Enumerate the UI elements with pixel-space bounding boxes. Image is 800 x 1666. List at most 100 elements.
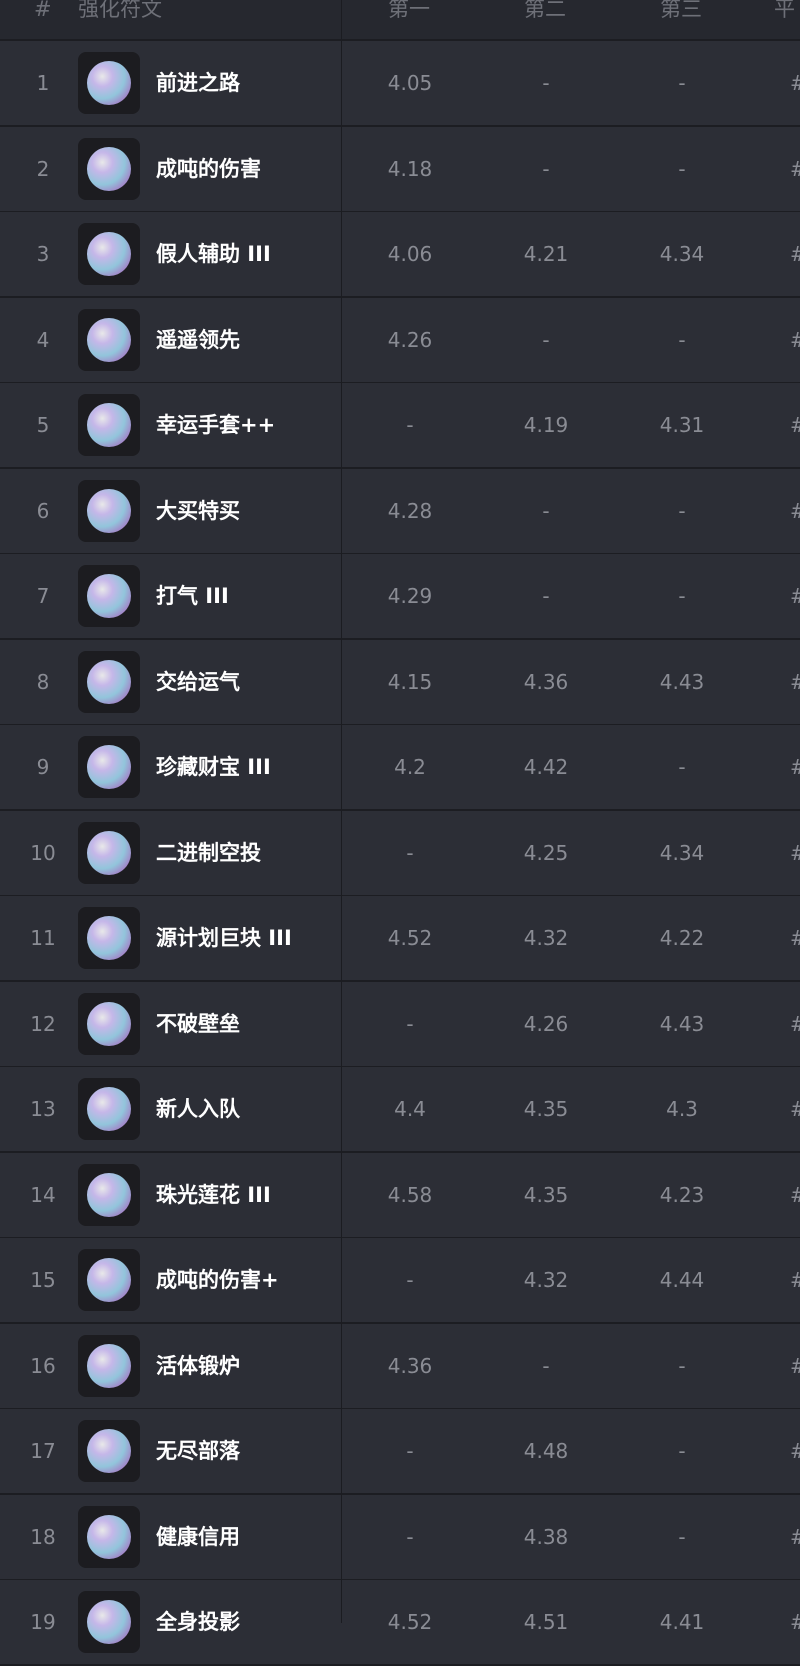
first-cell: - — [406, 413, 414, 437]
third-cell: 4.22 — [659, 926, 705, 950]
table-row[interactable]: 9 珍藏财宝 III 4.2 4.42 - # — [0, 725, 800, 811]
avg-cell: # — [790, 1067, 800, 1151]
rune-name: 新人入队 — [156, 1097, 240, 1121]
rune-icon — [78, 1163, 140, 1226]
table-row[interactable]: 2 成吨的伤害 4.18 - - # — [0, 126, 800, 213]
rune-icon — [78, 223, 140, 285]
rune-icon — [78, 1505, 140, 1568]
first-cell: 4.18 — [387, 156, 433, 181]
header-rune[interactable]: 强化符文 — [78, 0, 162, 21]
rune-name: 二进制空投 — [156, 840, 261, 865]
rank-cell: 16 — [30, 1353, 56, 1378]
rune-name: 活体锻炉 — [156, 1353, 240, 1378]
rank-cell: 9 — [36, 755, 50, 779]
table-row[interactable]: 11 源计划巨块 III 4.52 4.32 4.22 # — [0, 896, 800, 982]
table-row[interactable]: 5 幸运手套++ - 4.19 4.31 # — [0, 383, 800, 469]
avg-cell: # — [790, 811, 800, 895]
second-cell: 4.21 — [523, 242, 569, 266]
third-cell: - — [678, 71, 686, 95]
first-cell: 4.06 — [387, 242, 433, 266]
avg-cell: # — [790, 41, 800, 125]
rank-cell: 11 — [30, 926, 56, 950]
rune-icon — [78, 1249, 140, 1311]
third-cell: - — [678, 498, 686, 523]
rank-cell: 7 — [36, 584, 50, 608]
second-cell: - — [542, 327, 550, 352]
rune-icon — [78, 1078, 140, 1140]
third-cell: 4.34 — [659, 242, 705, 266]
rune-name: 交给运气 — [156, 669, 240, 694]
first-cell: 4.36 — [387, 1353, 433, 1378]
table-row[interactable]: 13 新人入队 4.4 4.35 4.3 # — [0, 1067, 800, 1153]
first-cell: - — [406, 1268, 414, 1292]
rune-name: 假人辅助 III — [156, 242, 271, 266]
rune-icon — [78, 1591, 140, 1653]
rank-cell: 12 — [30, 1011, 56, 1036]
second-cell: 4.48 — [523, 1439, 569, 1463]
rank-cell: 10 — [30, 840, 56, 865]
table-row[interactable]: 3 假人辅助 III 4.06 4.21 4.34 # — [0, 212, 800, 298]
header-second[interactable]: 第二 — [524, 0, 566, 21]
table-row[interactable]: 10 二进制空投 - 4.25 4.34 # — [0, 810, 800, 897]
table-row[interactable]: 4 遥遥领先 4.26 - - # — [0, 297, 800, 384]
avg-cell: # — [790, 554, 800, 638]
first-cell: 4.58 — [387, 1182, 433, 1207]
rune-name: 幸运手套++ — [156, 413, 276, 437]
third-cell: - — [678, 327, 686, 352]
rune-icon — [78, 992, 140, 1055]
header-first[interactable]: 第一 — [388, 0, 430, 21]
rune-name: 成吨的伤害 — [156, 156, 261, 181]
third-cell: - — [678, 1524, 686, 1549]
table-row[interactable]: 6 大买特买 4.28 - - # — [0, 468, 800, 555]
avg-cell: # — [790, 469, 800, 553]
second-cell: 4.42 — [523, 755, 569, 779]
rune-icon — [78, 394, 140, 456]
first-cell: 4.4 — [394, 1097, 426, 1121]
third-cell: 4.3 — [666, 1097, 698, 1121]
rune-icon — [78, 821, 140, 884]
rune-name: 源计划巨块 III — [156, 926, 292, 950]
table-row[interactable]: 8 交给运气 4.15 4.36 4.43 # — [0, 639, 800, 726]
third-cell: 4.43 — [659, 669, 705, 694]
first-cell: 4.29 — [387, 584, 433, 608]
avg-cell: # — [790, 1238, 800, 1322]
header-rank[interactable]: # — [34, 0, 52, 21]
avg-cell: # — [790, 725, 800, 809]
table-row[interactable]: 19 全身投影 4.52 4.51 4.41 # — [0, 1580, 800, 1666]
table-row[interactable]: 16 活体锻炉 4.36 - - # — [0, 1323, 800, 1410]
rune-icon — [78, 736, 140, 798]
second-cell: - — [542, 498, 550, 523]
avg-cell: # — [790, 383, 800, 467]
third-cell: 4.23 — [659, 1182, 705, 1207]
first-cell: - — [406, 1011, 414, 1036]
table-row[interactable]: 17 无尽部落 - 4.48 - # — [0, 1409, 800, 1495]
table-row[interactable]: 1 前进之路 4.05 - - # — [0, 41, 800, 127]
second-cell: 4.32 — [523, 1268, 569, 1292]
rune-icon — [78, 479, 140, 542]
second-cell: 4.51 — [523, 1610, 569, 1634]
second-cell: 4.26 — [523, 1011, 569, 1036]
header-avg[interactable]: 平 — [774, 0, 795, 21]
rune-name: 健康信用 — [156, 1524, 240, 1549]
table-row[interactable]: 15 成吨的伤害+ - 4.32 4.44 # — [0, 1238, 800, 1324]
rune-name: 前进之路 — [156, 71, 240, 95]
rank-cell: 1 — [36, 71, 50, 95]
rank-cell: 14 — [30, 1182, 56, 1207]
header-third[interactable]: 第三 — [660, 0, 702, 21]
table-row[interactable]: 18 健康信用 - 4.38 - # — [0, 1494, 800, 1581]
rank-cell: 2 — [36, 156, 50, 181]
avg-cell: # — [790, 212, 800, 296]
table-row[interactable]: 12 不破壁垒 - 4.26 4.43 # — [0, 981, 800, 1068]
third-cell: 4.41 — [659, 1610, 705, 1634]
second-cell: 4.25 — [523, 840, 569, 865]
third-cell: - — [678, 156, 686, 181]
first-cell: - — [406, 1524, 414, 1549]
rune-icon — [78, 565, 140, 627]
second-cell: 4.36 — [523, 669, 569, 694]
rune-icon — [78, 907, 140, 969]
rune-icon — [78, 650, 140, 713]
table-row[interactable]: 7 打气 III 4.29 - - # — [0, 554, 800, 640]
table-row[interactable]: 14 珠光莲花 III 4.58 4.35 4.23 # — [0, 1152, 800, 1239]
rune-name: 珍藏财宝 III — [156, 755, 271, 779]
rune-icon — [78, 308, 140, 371]
